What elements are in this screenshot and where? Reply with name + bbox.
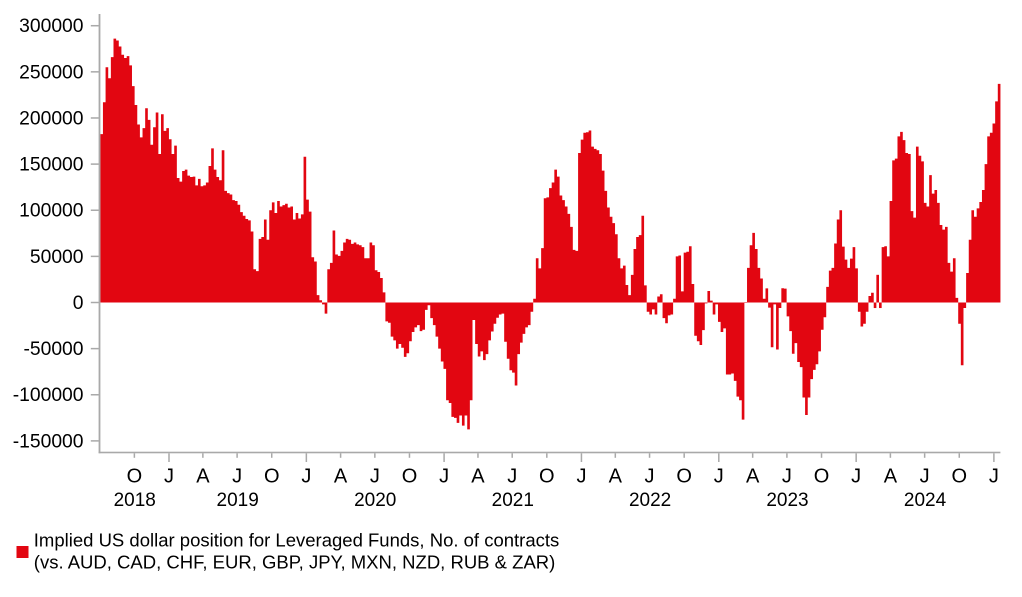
- svg-text:2018: 2018: [114, 490, 156, 511]
- svg-text:O: O: [402, 466, 418, 488]
- svg-text:2024: 2024: [904, 490, 947, 511]
- svg-text:250000: 250000: [19, 62, 83, 83]
- svg-text:J: J: [920, 466, 930, 488]
- svg-text:200000: 200000: [19, 108, 83, 129]
- svg-text:2019: 2019: [217, 490, 259, 511]
- svg-text:A: A: [884, 466, 898, 488]
- svg-text:J: J: [645, 466, 655, 488]
- svg-text:A: A: [746, 466, 760, 488]
- svg-text:O: O: [676, 466, 692, 488]
- svg-text:2023: 2023: [766, 490, 808, 511]
- svg-text:-150000: -150000: [13, 431, 84, 452]
- svg-text:A: A: [609, 466, 623, 488]
- svg-text:O: O: [539, 466, 555, 488]
- svg-text:J: J: [851, 466, 861, 488]
- svg-text:(vs. AUD, CAD, CHF, EUR, GBP,: (vs. AUD, CAD, CHF, EUR, GBP, JPY, MXN, …: [34, 551, 556, 572]
- svg-text:-50000: -50000: [23, 339, 83, 360]
- svg-text:O: O: [814, 466, 830, 488]
- svg-text:Implied US dollar position for: Implied US dollar position for Leveraged…: [34, 529, 559, 550]
- svg-text:2022: 2022: [629, 490, 671, 511]
- svg-text:J: J: [714, 466, 724, 488]
- svg-text:150000: 150000: [19, 155, 83, 176]
- svg-text:2020: 2020: [354, 490, 396, 511]
- svg-text:O: O: [127, 466, 143, 488]
- svg-text:0: 0: [73, 293, 84, 314]
- svg-text:J: J: [301, 466, 311, 488]
- svg-text:J: J: [576, 466, 586, 488]
- svg-text:J: J: [232, 466, 242, 488]
- svg-text:J: J: [507, 466, 517, 488]
- svg-text:O: O: [264, 466, 280, 488]
- svg-text:A: A: [196, 466, 210, 488]
- svg-text:-100000: -100000: [13, 385, 84, 406]
- svg-text:J: J: [164, 466, 174, 488]
- svg-text:A: A: [334, 466, 348, 488]
- svg-text:J: J: [370, 466, 380, 488]
- svg-text:50000: 50000: [30, 247, 84, 268]
- svg-text:O: O: [951, 466, 967, 488]
- svg-text:2021: 2021: [492, 490, 534, 511]
- svg-text:J: J: [782, 466, 792, 488]
- svg-text:300000: 300000: [19, 16, 83, 37]
- svg-text:A: A: [471, 466, 485, 488]
- svg-text:J: J: [989, 466, 999, 488]
- svg-text:J: J: [439, 466, 449, 488]
- svg-text:100000: 100000: [19, 201, 83, 222]
